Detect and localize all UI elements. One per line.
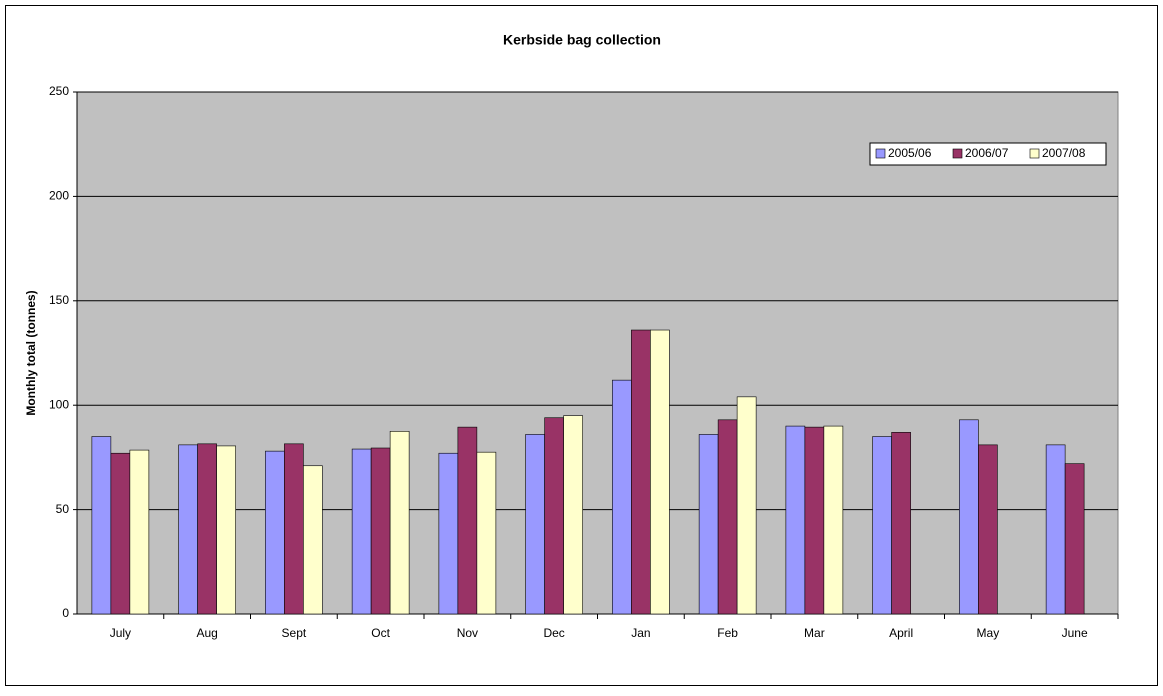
bar (650, 329, 670, 615)
bar (265, 450, 285, 615)
bar (370, 447, 391, 615)
bar (284, 443, 304, 615)
x-tick-label: Aug (196, 626, 217, 640)
x-tick-label: July (110, 626, 131, 640)
bar (1045, 444, 1066, 615)
legend-swatch (952, 148, 963, 159)
legend-label: 2006/07 (965, 146, 1009, 160)
y-tick-label: 100 (49, 397, 69, 411)
bar (129, 449, 150, 615)
bar (178, 444, 198, 615)
x-tick-label: April (889, 626, 913, 640)
x-tick-label: Dec (543, 626, 564, 640)
legend-label: 2007/08 (1042, 146, 1086, 160)
x-tick-label: June (1062, 626, 1088, 640)
y-tick-label: 150 (49, 293, 69, 307)
bar (476, 451, 497, 615)
x-tick-label: Feb (717, 626, 738, 640)
bar (544, 417, 564, 615)
bar (698, 434, 719, 615)
bar (804, 426, 825, 615)
bar (303, 465, 323, 615)
bar (110, 452, 131, 615)
bar (978, 444, 998, 615)
bar (785, 425, 806, 615)
x-tick-label: Oct (371, 626, 390, 640)
bar (891, 432, 911, 615)
y-tick-label: 200 (49, 189, 69, 203)
y-tick-label: 50 (56, 502, 70, 516)
bar (1064, 463, 1085, 615)
y-tick-label: 250 (49, 84, 69, 98)
chart-title: Kerbside bag collection (503, 32, 661, 48)
y-tick-label: 0 (62, 606, 69, 620)
bar (823, 425, 844, 615)
bar (389, 430, 410, 615)
plot-area (76, 91, 1119, 615)
bar (438, 452, 459, 615)
bar (457, 426, 478, 615)
legend-swatch (1029, 148, 1040, 159)
bar (563, 415, 583, 615)
bar (91, 436, 112, 615)
bar (525, 434, 545, 615)
legend-box (869, 142, 1107, 166)
x-tick-label: Nov (457, 626, 478, 640)
bar (736, 396, 757, 615)
x-tick-label: Jan (631, 626, 650, 640)
legend-label: 2005/06 (888, 146, 932, 160)
x-tick-label: Sept (282, 626, 307, 640)
x-tick-label: May (977, 626, 1000, 640)
legend-swatch (875, 148, 886, 159)
bar (197, 443, 217, 615)
bar (631, 329, 651, 615)
bar (216, 445, 236, 615)
bar (959, 419, 979, 615)
bar (872, 436, 892, 615)
bar (612, 379, 632, 615)
x-tick-label: Mar (804, 626, 825, 640)
y-axis-label: Monthly total (tonnes) (24, 290, 38, 415)
bar (717, 419, 738, 615)
bar (351, 448, 372, 615)
